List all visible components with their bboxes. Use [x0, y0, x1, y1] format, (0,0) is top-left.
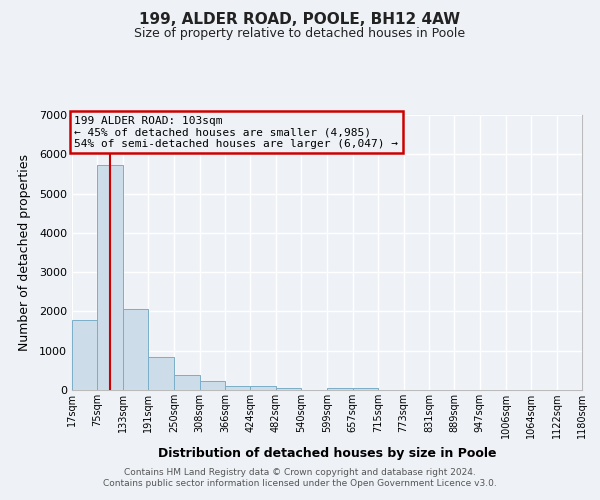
Bar: [276, 388, 301, 390]
Bar: [353, 388, 378, 390]
Bar: [174, 376, 200, 390]
Text: Contains HM Land Registry data © Crown copyright and database right 2024.
Contai: Contains HM Land Registry data © Crown c…: [103, 468, 497, 487]
Bar: [72, 320, 97, 390]
Text: 199, ALDER ROAD, POOLE, BH12 4AW: 199, ALDER ROAD, POOLE, BH12 4AW: [139, 12, 461, 28]
Bar: [225, 386, 250, 390]
Bar: [148, 358, 174, 390]
Bar: [327, 388, 353, 390]
Bar: [123, 310, 148, 390]
Y-axis label: Number of detached properties: Number of detached properties: [17, 154, 31, 351]
Text: 199 ALDER ROAD: 103sqm
← 45% of detached houses are smaller (4,985)
54% of semi-: 199 ALDER ROAD: 103sqm ← 45% of detached…: [74, 116, 398, 149]
Bar: [250, 386, 276, 390]
Text: Size of property relative to detached houses in Poole: Size of property relative to detached ho…: [134, 28, 466, 40]
Bar: [97, 165, 123, 390]
Bar: [200, 381, 225, 390]
X-axis label: Distribution of detached houses by size in Poole: Distribution of detached houses by size …: [158, 446, 496, 460]
